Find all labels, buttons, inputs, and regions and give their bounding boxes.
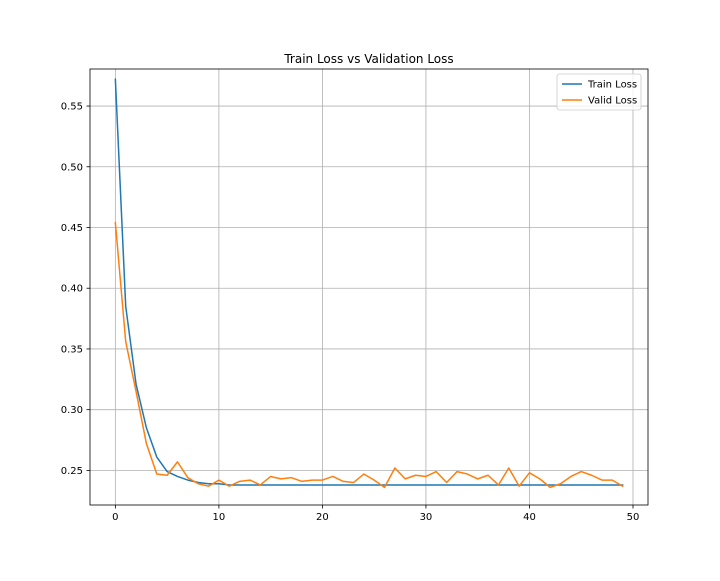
x-tick-label: 20 xyxy=(316,512,329,523)
series-lines xyxy=(114,78,624,489)
legend-label: Valid Loss xyxy=(588,96,637,107)
y-tick-label: 0.50 xyxy=(61,162,83,173)
y-tick-label: 0.35 xyxy=(61,344,83,355)
y-tick-label: 0.45 xyxy=(61,223,83,234)
y-tick-label: 0.30 xyxy=(61,405,83,416)
legend-box xyxy=(556,73,642,111)
x-tick-label: 10 xyxy=(213,512,226,523)
y-tick-label: 0.25 xyxy=(61,466,83,477)
x-tick-label: 30 xyxy=(420,512,433,523)
legend: Train Loss Valid Loss xyxy=(556,73,642,111)
legend-label: Train Loss xyxy=(587,80,637,91)
chart-title: Train Loss vs Validation Loss xyxy=(283,52,453,66)
y-tick-label: 0.40 xyxy=(61,284,83,295)
x-tick-label: 50 xyxy=(627,512,640,523)
x-tick-label: 40 xyxy=(523,512,536,523)
grid xyxy=(90,69,648,505)
x-tick-label: 0 xyxy=(112,512,118,523)
axis-ticks: 0 10 20 30 40 50 0.25 0.30 0.35 0.40 0.45 0.50 0.55 xyxy=(61,102,640,523)
y-tick-label: 0.55 xyxy=(61,102,83,113)
plot-frame xyxy=(89,68,649,506)
series-line-train-loss xyxy=(114,78,624,486)
series-line-valid-loss xyxy=(114,221,624,489)
